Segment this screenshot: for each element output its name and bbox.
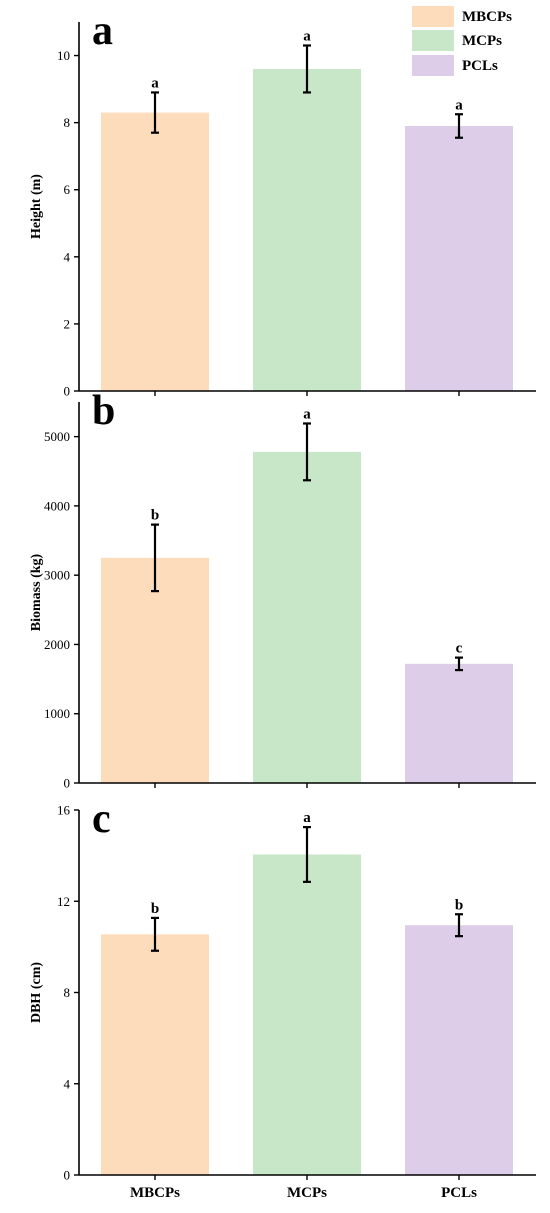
error-bar-mbcps — [151, 91, 159, 134]
x-tick-label: PCLs — [441, 1185, 477, 1201]
y-tick-label: 2000 — [44, 637, 70, 652]
significance-letter: b — [151, 901, 159, 917]
y-tick-label: 4 — [64, 249, 71, 264]
y-tick-label: 0 — [64, 1168, 71, 1183]
significance-letter: c — [456, 641, 463, 657]
y-tick-label: 1000 — [44, 706, 70, 721]
bar-pcls — [405, 925, 513, 1175]
panel-b: b a c 0 1000 2000 3000 4000 5000 Biomass (kg) b — [29, 388, 536, 791]
y-axis-label: Biomass (kg) — [29, 553, 44, 631]
y-tick-label: 6 — [64, 182, 71, 197]
x-tick-label: MBCPs — [130, 1185, 180, 1201]
legend-swatch — [412, 55, 454, 76]
y-tick-label: 4 — [64, 1076, 71, 1091]
bar-pcls — [405, 663, 513, 783]
error-bar-pcls — [455, 113, 463, 139]
legend-entry-pcls: PCLs — [412, 55, 498, 76]
legend-entry-mcps: MCPs — [412, 30, 502, 51]
y-tick-label: 5000 — [44, 429, 70, 444]
panel-c: b a b 0 4 8 12 16 MBCPs MCPs PCLs DBH (cm) c — [29, 796, 536, 1201]
legend-swatch — [412, 6, 454, 27]
legend-label: MCPs — [462, 33, 502, 49]
legend-label: MBCPs — [462, 9, 512, 25]
significance-letter: a — [303, 810, 311, 826]
legend: MBCPs MCPs PCLs — [412, 6, 512, 76]
y-tick-label: 10 — [57, 48, 70, 63]
bar-mcps — [253, 854, 361, 1175]
significance-letter: a — [303, 28, 311, 44]
significance-letter: a — [303, 406, 311, 422]
error-bar-mcps — [303, 422, 311, 482]
y-tick-label: 2 — [64, 316, 71, 331]
panel-letter: a — [92, 8, 113, 54]
significance-letter: a — [455, 97, 463, 113]
y-tick-label: 8 — [64, 115, 71, 130]
error-bar-mbcps — [151, 523, 159, 593]
bar-pcls — [405, 125, 513, 391]
bar-mbcps — [101, 112, 209, 391]
panel-letter: c — [92, 796, 111, 842]
significance-letter: a — [151, 75, 159, 91]
y-tick-label: 3000 — [44, 568, 70, 583]
y-tick-label: 16 — [57, 803, 71, 818]
x-tick-label: MCPs — [287, 1185, 327, 1201]
bar-mbcps — [101, 557, 209, 783]
error-bar-mcps — [303, 826, 311, 883]
legend-entry-mbcps: MBCPs — [412, 6, 512, 27]
error-bar-pcls — [455, 656, 463, 672]
bar-mcps — [253, 68, 361, 392]
y-tick-label: 4000 — [44, 498, 70, 513]
legend-swatch — [412, 30, 454, 51]
significance-letter: b — [455, 897, 463, 913]
significance-letter: b — [151, 508, 159, 524]
y-tick-label: 0 — [64, 776, 71, 791]
error-bar-pcls — [455, 913, 463, 938]
y-axis-label: DBH (cm) — [29, 962, 44, 1023]
error-bar-mcps — [303, 44, 311, 94]
y-tick-label: 12 — [57, 894, 70, 909]
bar-mcps — [253, 451, 361, 783]
legend-label: PCLs — [462, 58, 498, 74]
panel-a: a a a 0 2 4 6 8 10 Height (m) a — [29, 8, 536, 399]
y-axis-label: Height (m) — [29, 174, 44, 239]
error-bar-mbcps — [151, 916, 159, 952]
y-tick-label: 0 — [64, 384, 71, 399]
bar-mbcps — [101, 934, 209, 1175]
panel-letter: b — [92, 388, 115, 434]
y-tick-label: 8 — [64, 985, 71, 1000]
